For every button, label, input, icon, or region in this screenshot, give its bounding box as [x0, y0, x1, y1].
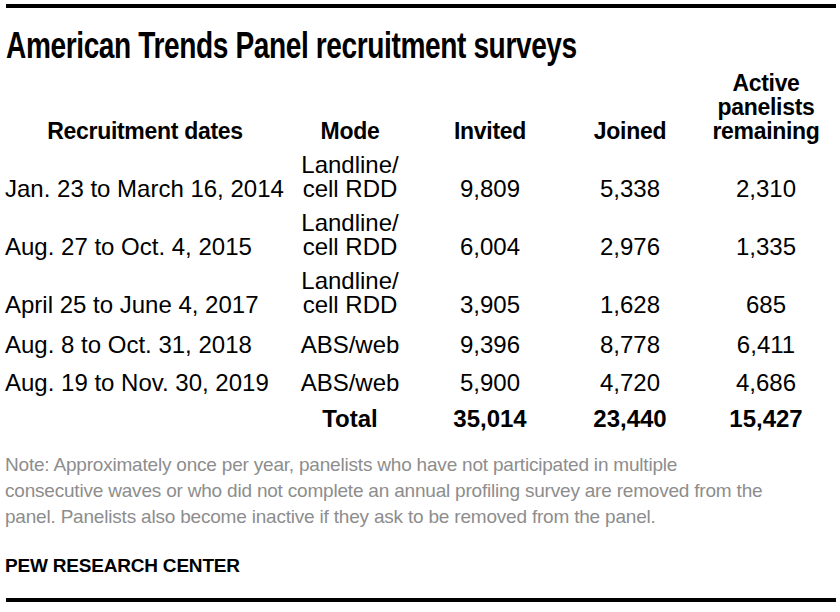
cell-remaining: 2,310 — [700, 146, 840, 204]
bottom-rule — [6, 598, 836, 602]
cell-remaining: 685 — [700, 262, 840, 320]
source-label: PEW RESEARCH CENTER — [5, 555, 240, 576]
table-row: Aug. 19 to Nov. 30, 2019 ABS/web 5,900 4… — [0, 360, 840, 398]
cell-joined: 4,720 — [560, 360, 700, 398]
total-joined: 23,440 — [560, 398, 700, 434]
cell-dates: Jan. 23 to March 16, 2014 — [0, 146, 290, 204]
cell-dates: Aug. 8 to Oct. 31, 2018 — [0, 320, 290, 360]
column-header-recruitment-dates: Recruitment dates — [0, 68, 290, 146]
cell-invited: 6,004 — [420, 204, 560, 262]
recruitment-table: Recruitment dates Mode Invited Joined Ac… — [0, 68, 840, 434]
top-rule — [6, 4, 836, 8]
footnote-line: panel. Panelists also become inactive if… — [5, 504, 839, 530]
cell-mode: Landline/ cell RDD — [290, 146, 420, 204]
cell-mode: Landline/ cell RDD — [290, 204, 420, 262]
cell-dates: Aug. 19 to Nov. 30, 2019 — [0, 360, 290, 398]
cell-invited: 3,905 — [420, 262, 560, 320]
footnote-line: Note: Approximately once per year, panel… — [5, 452, 839, 478]
table-row: Aug. 8 to Oct. 31, 2018 ABS/web 9,396 8,… — [0, 320, 840, 360]
cell-joined: 2,976 — [560, 204, 700, 262]
cell-joined: 8,778 — [560, 320, 700, 360]
cell-invited: 9,809 — [420, 146, 560, 204]
cell-remaining: 4,686 — [700, 360, 840, 398]
table-row: Aug. 27 to Oct. 4, 2015 Landline/ cell R… — [0, 204, 840, 262]
column-header-joined: Joined — [560, 68, 700, 146]
cell-empty — [0, 398, 290, 434]
table-total-row: Total 35,014 23,440 15,427 — [0, 398, 840, 434]
cell-remaining: 1,335 — [700, 204, 840, 262]
footnote: Note: Approximately once per year, panel… — [5, 452, 839, 530]
chart-title: American Trends Panel recruitment survey… — [6, 26, 666, 66]
cell-invited: 5,900 — [420, 360, 560, 398]
cell-mode: ABS/web — [290, 360, 420, 398]
total-invited: 35,014 — [420, 398, 560, 434]
column-header-active-panelists-remaining: Active panelists remaining — [700, 68, 840, 146]
pew-table-figure: American Trends Panel recruitment survey… — [0, 0, 840, 612]
column-header-mode: Mode — [290, 68, 420, 146]
cell-remaining: 6,411 — [700, 320, 840, 360]
table-header-row: Recruitment dates Mode Invited Joined Ac… — [0, 68, 840, 146]
cell-joined: 5,338 — [560, 146, 700, 204]
column-header-invited: Invited — [420, 68, 560, 146]
total-remaining: 15,427 — [700, 398, 840, 434]
cell-invited: 9,396 — [420, 320, 560, 360]
footnote-line: consecutive waves or who did not complet… — [5, 478, 839, 504]
total-label: Total — [290, 398, 420, 434]
table-row: Jan. 23 to March 16, 2014 Landline/ cell… — [0, 146, 840, 204]
cell-joined: 1,628 — [560, 262, 700, 320]
cell-dates: Aug. 27 to Oct. 4, 2015 — [0, 204, 290, 262]
cell-mode: Landline/ cell RDD — [290, 262, 420, 320]
cell-mode: ABS/web — [290, 320, 420, 360]
cell-dates: April 25 to June 4, 2017 — [0, 262, 290, 320]
table-row: April 25 to June 4, 2017 Landline/ cell … — [0, 262, 840, 320]
